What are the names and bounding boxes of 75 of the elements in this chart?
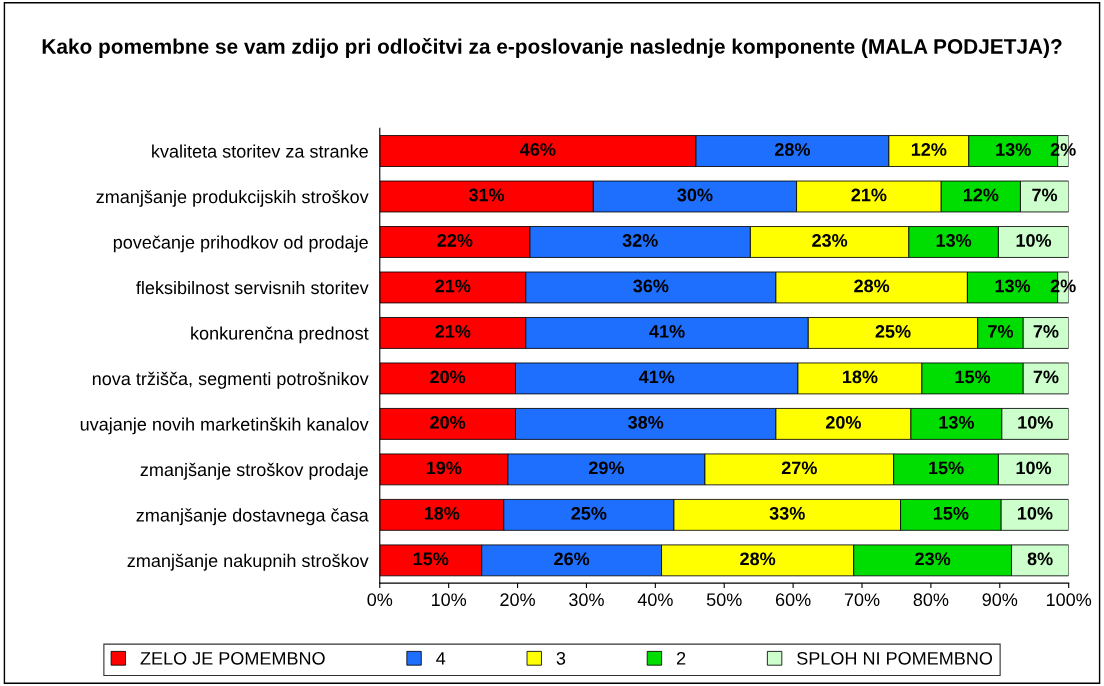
data-label: 41% — [638, 370, 675, 384]
data-label: 12% — [963, 188, 999, 202]
data-label: 20% — [430, 415, 466, 429]
data-label: 32% — [622, 234, 658, 247]
data-label: 15% — [413, 552, 449, 566]
data-label: 8% — [1027, 552, 1053, 566]
data-label: 18% — [424, 506, 460, 520]
data-label: 20% — [825, 415, 861, 429]
y-tick-label: povečanje prihodkov od prodaje — [113, 235, 368, 253]
x-tick-label: 10% — [431, 593, 467, 607]
data-label: 10% — [1016, 461, 1052, 475]
data-label: 13% — [939, 415, 974, 429]
data-label: 19% — [426, 461, 462, 475]
data-label: 25% — [875, 325, 911, 338]
data-label: 20% — [430, 370, 466, 384]
legend-label: ZELO JE POMEMBNO — [140, 651, 325, 665]
y-tick-label: zmanjšanje produkcijskih stroškov — [96, 189, 369, 207]
x-tick-label: 40% — [637, 593, 673, 607]
data-label: 28% — [740, 552, 776, 566]
legend-label: 2 — [676, 651, 686, 665]
data-label: 22% — [437, 234, 473, 247]
data-label: 27% — [781, 461, 817, 475]
data-label: 18% — [843, 370, 878, 384]
data-label: 33% — [769, 506, 805, 520]
data-label: 15% — [929, 461, 964, 475]
data-label: 30% — [677, 188, 713, 202]
data-label: 21% — [435, 279, 471, 293]
x-tick-label: 50% — [706, 593, 742, 607]
data-label: 15% — [955, 370, 991, 384]
data-label: 12% — [911, 143, 947, 156]
data-label: 36% — [633, 279, 669, 293]
x-tick-label: 0% — [367, 593, 393, 607]
data-label: 29% — [588, 461, 625, 475]
y-tick-label: nova tržišča, segmenti potrošnikov — [92, 371, 369, 389]
legend-label: 3 — [556, 651, 566, 665]
data-label: 7% — [1032, 188, 1058, 202]
x-tick-label: 90% — [982, 593, 1018, 607]
x-tick-label: 70% — [844, 593, 880, 607]
data-label: 7% — [988, 325, 1014, 338]
data-label: 23% — [812, 234, 848, 247]
y-tick-label: uvajanje novih marketinških kanalov — [80, 417, 369, 435]
chart-title: Kako pomembne se vam zdijo pri odločitvi za e-poslovanje naslednje komponente (MALA PODJETJA)? — [42, 38, 1062, 58]
data-label: 15% — [933, 506, 969, 520]
data-label: 7% — [1033, 370, 1059, 384]
data-label: 21% — [435, 325, 471, 338]
y-tick-label: konkurenčna prednost — [191, 326, 369, 344]
y-tick-label: zmanjšanje stroškov prodaje — [140, 462, 368, 480]
data-label: 13% — [995, 279, 1031, 293]
data-label: 28% — [854, 279, 890, 293]
data-label: 7% — [1033, 325, 1059, 338]
data-label: 46% — [520, 143, 556, 156]
x-tick-label: 60% — [775, 593, 811, 607]
data-label: 23% — [915, 552, 951, 566]
data-label: 13% — [936, 234, 972, 247]
data-label: 28% — [774, 143, 811, 156]
y-tick-label: zmanjšanje dostavnega časa — [136, 508, 369, 526]
data-label: 21% — [851, 188, 887, 202]
data-label: 38% — [628, 415, 664, 429]
x-tick-label: 20% — [500, 593, 535, 607]
y-tick-label: kvaliteta storitev za stranke — [152, 144, 368, 158]
data-label: 41% — [649, 325, 685, 338]
x-tick-label: 80% — [913, 593, 949, 607]
data-label: 25% — [571, 506, 607, 520]
y-tick-label: zmanjšanje nakupnih stroškov — [127, 553, 369, 571]
data-label: 10% — [1017, 506, 1053, 520]
x-tick-label: 30% — [569, 593, 604, 607]
legend-label: SPLOH NI POMEMBNO — [797, 651, 993, 665]
data-label: 10% — [1016, 234, 1052, 247]
x-tick-label: 100% — [1046, 593, 1092, 607]
data-label: 26% — [554, 552, 590, 566]
data-label: 13% — [996, 143, 1031, 156]
data-label: 31% — [468, 188, 505, 202]
legend-label: 4 — [436, 652, 446, 665]
data-label: 10% — [1018, 415, 1053, 429]
y-tick-label: fleksibilnost servisnih storitev — [136, 280, 369, 295]
